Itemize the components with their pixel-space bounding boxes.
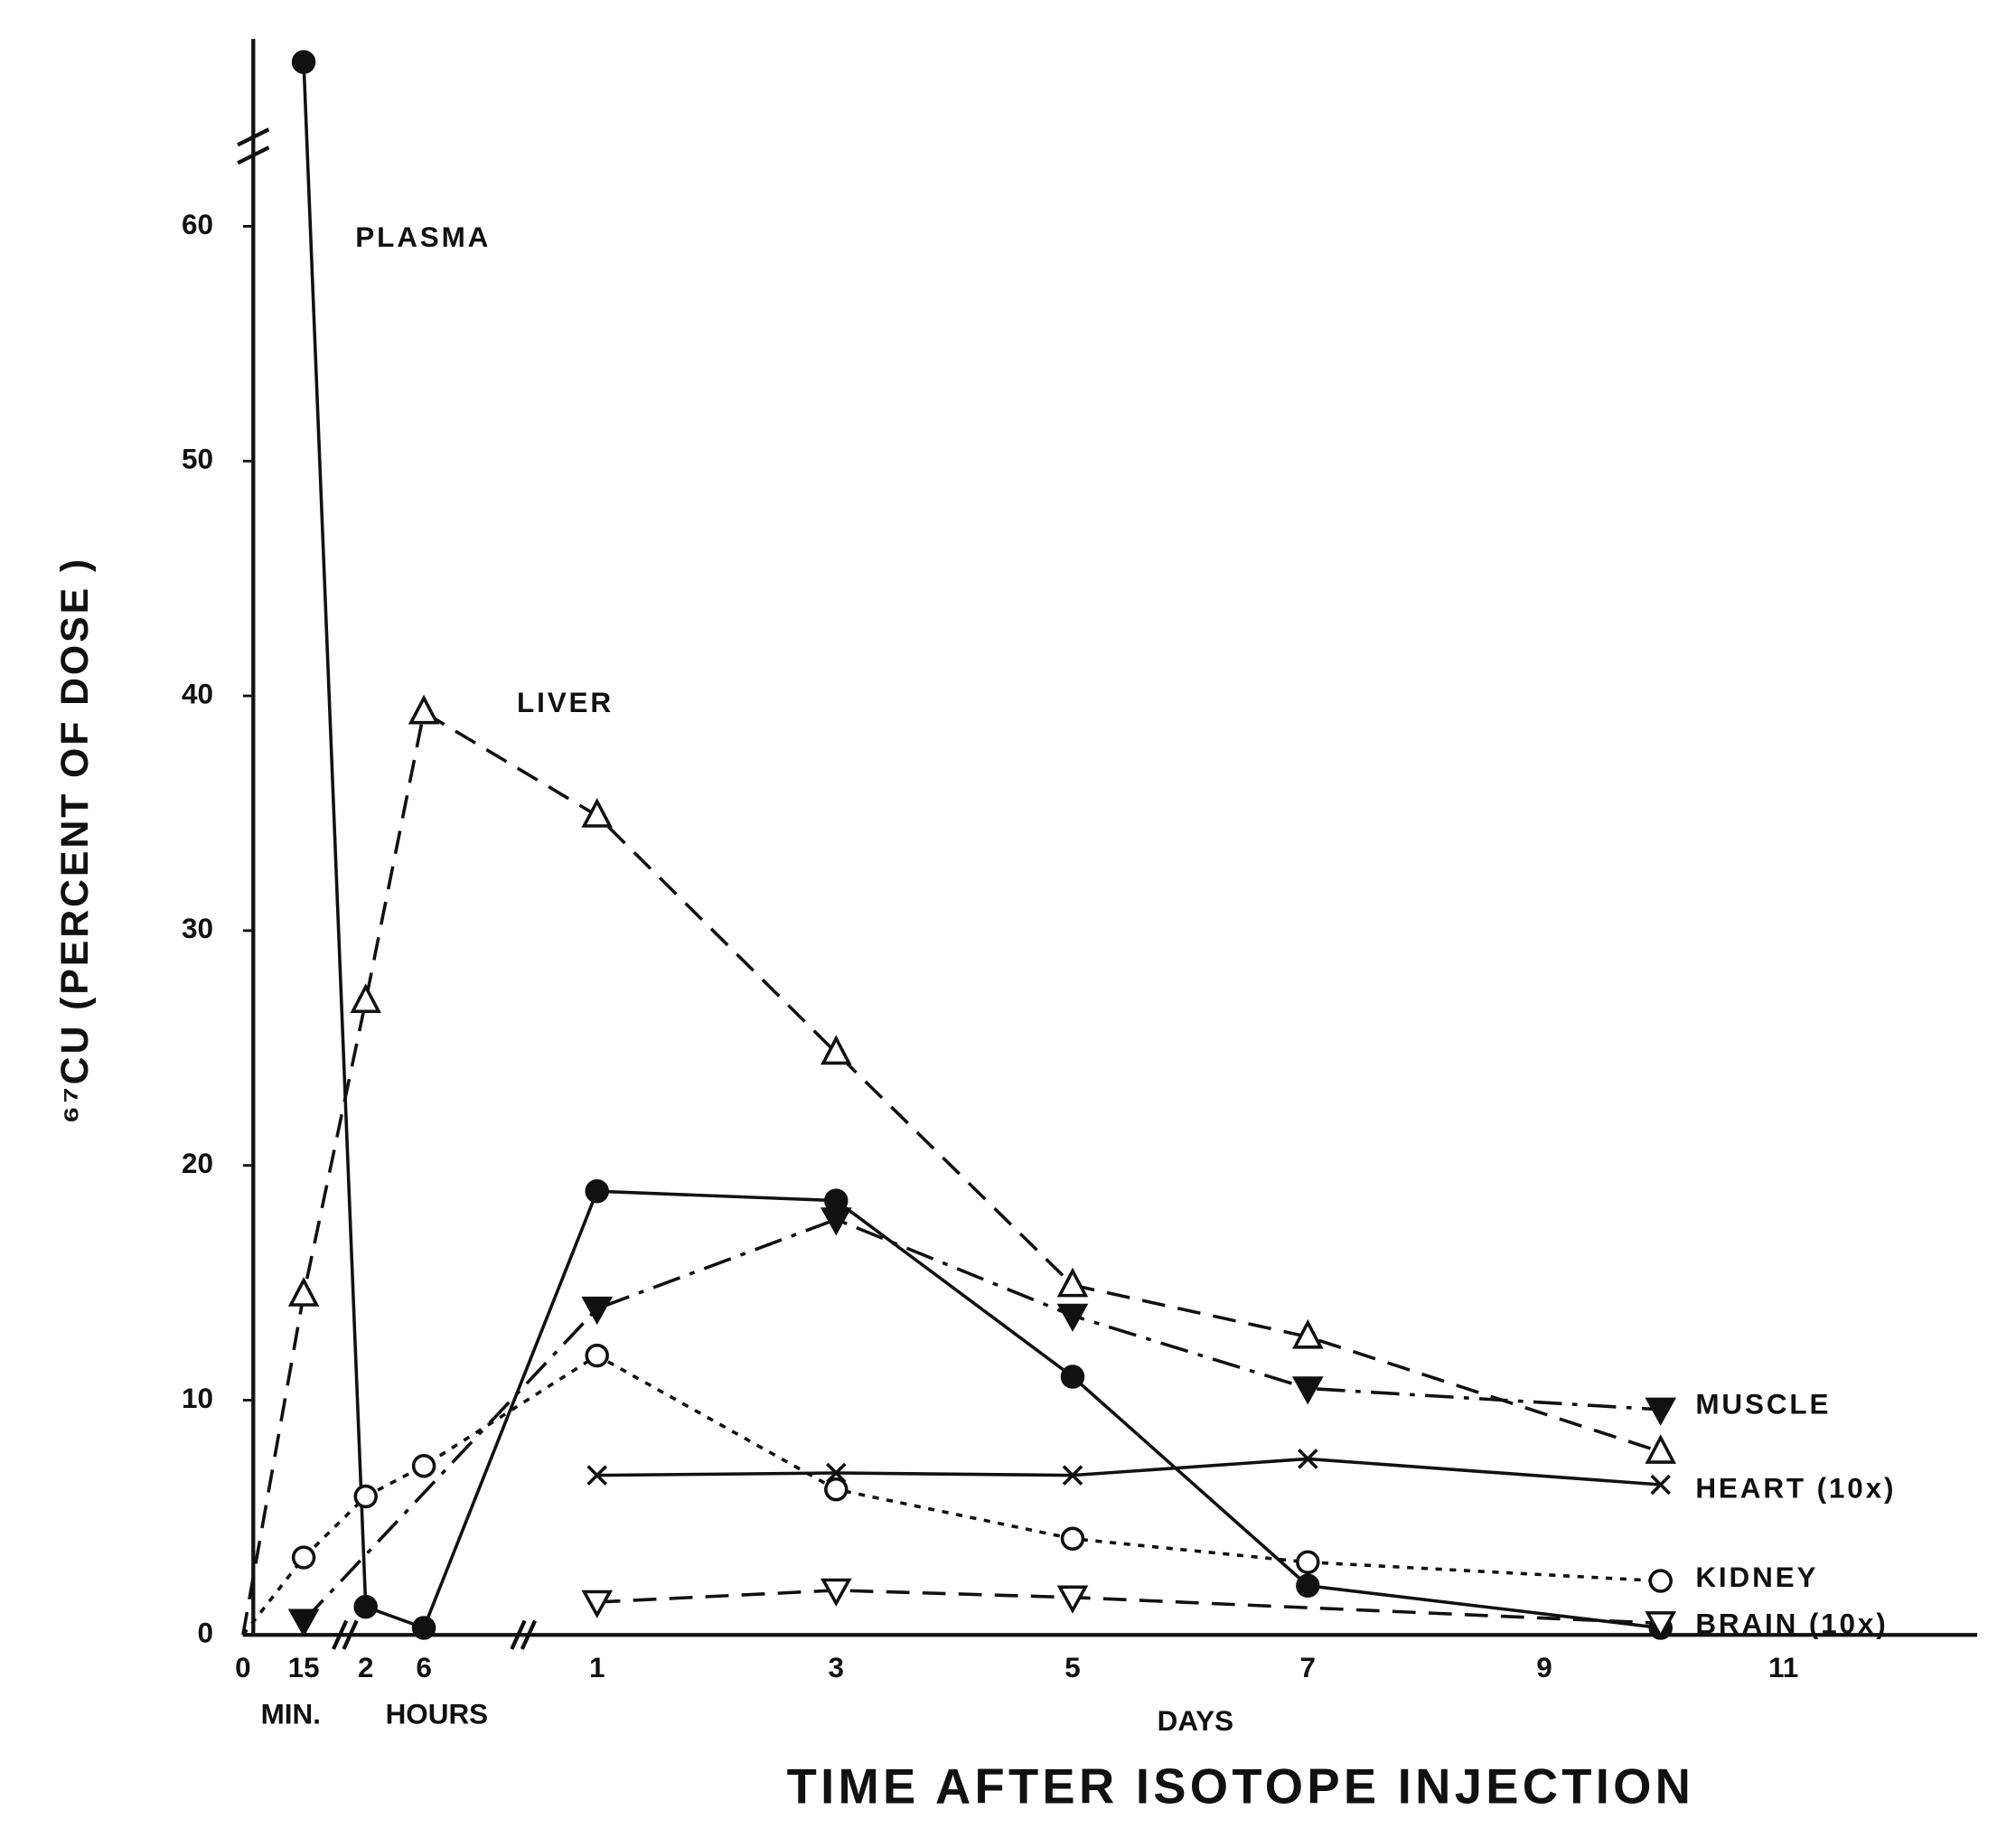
marker	[353, 1594, 378, 1619]
marker	[353, 1484, 378, 1509]
x-tick-label: 6	[416, 1652, 432, 1683]
series-label: KIDNEY	[1695, 1561, 1818, 1593]
axis-break	[237, 127, 270, 165]
y-tick-label: 0	[197, 1618, 213, 1649]
marker	[287, 1277, 320, 1307]
y-tick-label: 30	[182, 913, 213, 944]
x-tick-label: 1	[589, 1652, 605, 1683]
marker	[820, 1207, 852, 1236]
x-axis-title: TIME AFTER ISOTOPE INJECTION	[787, 1758, 1695, 1814]
marker	[1298, 1449, 1318, 1469]
marker	[1291, 1376, 1324, 1405]
x-group-label: MIN.	[261, 1699, 321, 1730]
marker	[1648, 1569, 1673, 1593]
marker	[1056, 1303, 1089, 1332]
y-tick-label: 40	[182, 678, 213, 709]
marker	[1645, 1611, 1677, 1640]
marker	[1056, 1585, 1089, 1614]
marker	[581, 1296, 614, 1326]
x-group-label: DAYS	[1158, 1705, 1234, 1737]
y-axis-title: ⁶⁷CU (PERCENT OF DOSE )	[53, 557, 97, 1123]
marker	[1292, 1318, 1324, 1349]
x-tick-label: 5	[1064, 1652, 1081, 1683]
x-tick-label: 9	[1536, 1652, 1552, 1683]
marker	[1650, 1474, 1671, 1496]
marker	[411, 1454, 436, 1478]
marker	[581, 797, 613, 828]
marker	[350, 983, 381, 1014]
marker	[1296, 1550, 1320, 1574]
series-label: PLASMA	[355, 221, 491, 253]
x-tick-label: 3	[829, 1652, 845, 1683]
series-line	[302, 61, 1661, 1630]
series-label: HEART (10x)	[1695, 1472, 1896, 1504]
series-label: LIVER	[517, 687, 614, 718]
marker	[411, 1616, 436, 1640]
marker	[408, 694, 440, 725]
series-line	[596, 1457, 1661, 1486]
y-tick-label: 60	[182, 209, 213, 240]
marker	[820, 1578, 852, 1607]
marker	[585, 1343, 609, 1368]
marker	[586, 1465, 607, 1486]
series-label: MUSCLE	[1695, 1388, 1831, 1420]
y-tick-label: 50	[182, 444, 213, 475]
y-tick-label: 20	[182, 1148, 213, 1179]
x-tick-label: 2	[358, 1652, 373, 1683]
series-line	[241, 709, 1662, 1636]
axis-break	[332, 1619, 538, 1650]
marker	[291, 1545, 316, 1570]
x-tick-label: 11	[1768, 1652, 1798, 1683]
marker	[1056, 1267, 1089, 1298]
marker	[581, 1589, 614, 1618]
marker	[1062, 1465, 1083, 1486]
marker	[291, 50, 316, 74]
marker	[585, 1179, 609, 1204]
marker	[824, 1477, 849, 1502]
marker	[1060, 1364, 1085, 1389]
x-group-label: HOURS	[386, 1699, 489, 1730]
series-label: BRAIN (10x)	[1695, 1608, 1888, 1640]
y-tick-label: 10	[182, 1383, 213, 1414]
marker	[826, 1462, 847, 1484]
x-tick-label: 7	[1300, 1652, 1317, 1683]
marker	[287, 1608, 320, 1637]
marker	[820, 1035, 852, 1065]
marker	[1296, 1573, 1320, 1598]
marker	[1645, 1397, 1677, 1426]
x-tick-label: 0	[235, 1652, 251, 1683]
marker	[1645, 1434, 1676, 1464]
series-line	[596, 1589, 1661, 1626]
x-tick-label: 15	[288, 1652, 320, 1683]
marker	[1060, 1526, 1085, 1551]
